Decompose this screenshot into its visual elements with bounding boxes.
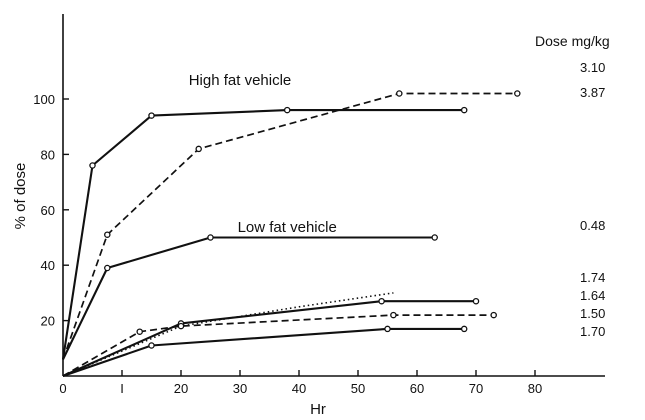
data-point-dose-0-48-1 [104,264,111,272]
x-tick-label-8: 80 [528,381,542,396]
annotation-1: Low fat vehicle [238,219,337,236]
x-tick-label-2: 20 [174,381,188,396]
data-point-dose-3-10-4 [514,90,521,97]
data-point-dose-1-70-1 [148,342,155,349]
data-point-dose-1-50-1 [136,328,143,335]
data-point-dose-1-64-3 [472,297,480,305]
data-point-dose-1-70-2 [384,325,391,333]
data-point-dose-3-10-1 [104,231,111,238]
series-line-dose-1-64 [62,300,476,377]
x-tick-label-5: 50 [351,381,365,396]
data-point-dose-3-10-3 [396,90,403,97]
x-tick-label-3: 30 [233,381,247,396]
dose-label-3-10: 3.10 [580,60,605,75]
x-tick-label-0: 0 [59,381,66,396]
dose-label-0-48: 0.48 [580,218,605,233]
y-tick-label-0: 20 [41,314,55,329]
data-point-dose-1-50-2 [177,322,185,330]
y-tick-label-1: 40 [41,258,55,273]
y-axis-label: % of dose [12,163,29,230]
series-line-dose-0-48 [62,236,435,360]
data-point-dose-0-48-3 [431,234,438,241]
data-point-dose-3-87-1 [89,162,96,169]
data-point-dose-3-10-2 [195,145,202,153]
y-tick-label-4: 100 [33,92,55,107]
data-point-dose-3-87-3 [283,106,291,114]
dose-label-1-50: 1.50 [580,306,605,321]
data-point-dose-3-87-4 [460,106,468,114]
series-line-dose-1-70 [62,327,465,377]
dose-label-1-74: 1.74 [580,270,605,285]
series-layer [61,90,521,377]
dose-label-1-64: 1.64 [580,288,605,303]
axes [62,14,605,377]
x-tick-label-7: 70 [469,381,483,396]
x-tick-label-6: 60 [410,381,424,396]
legend-title: Dose mg/kg [535,33,610,49]
data-point-dose-1-64-2 [378,297,385,305]
data-point-dose-0-48-2 [207,234,214,241]
data-point-dose-1-50-4 [490,311,497,319]
annotation-0: High fat vehicle [189,72,292,89]
series-line-dose-1-50 [62,314,494,377]
series-line-dose-1-74 [62,292,394,377]
x-axis-label: Hr [310,401,326,418]
dose-label-3-87: 3.87 [580,85,605,100]
x-tick-label-4: 40 [292,381,306,396]
data-point-dose-3-87-2 [148,112,155,119]
ticks: 0 I 20 30 40 50 60 70 80 20 40 60 80 100 [33,92,542,396]
dose-label-1-70: 1.70 [580,324,605,339]
data-point-dose-1-70-3 [460,325,468,333]
y-tick-label-3: 80 [41,147,55,162]
x-tick-label-1: I [120,381,124,396]
data-point-dose-1-50-3 [390,311,397,319]
annotation-layer: High fat vehicle Low fat vehicle 3.10 3.87 0… [189,60,606,339]
y-tick-label-2: 60 [41,203,55,218]
